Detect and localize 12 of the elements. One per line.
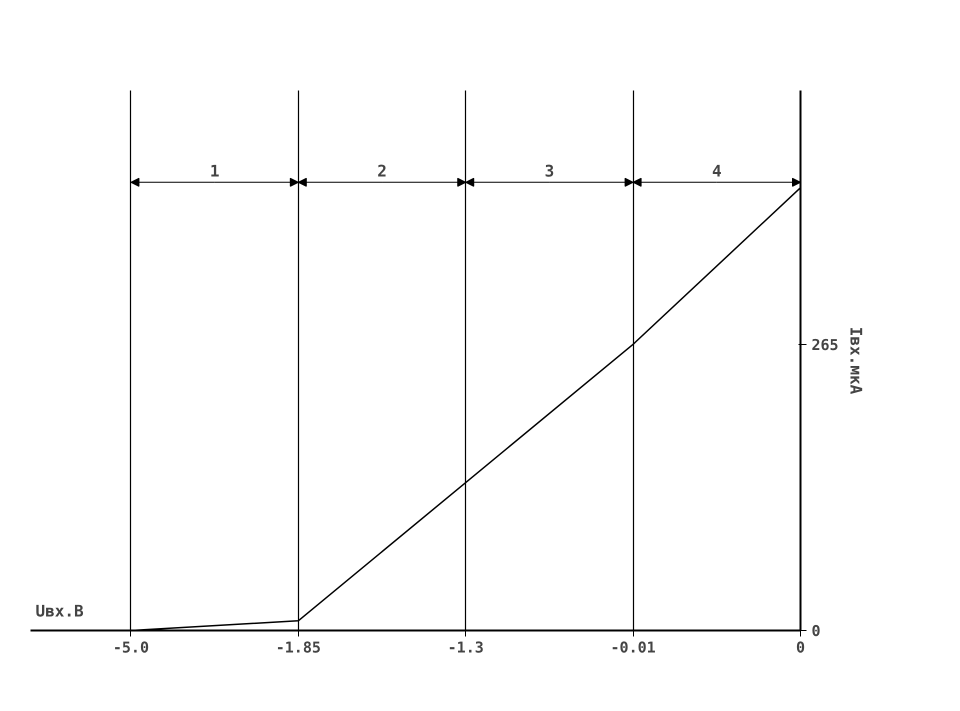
x-tick-label: -1.3 <box>448 638 484 656</box>
x-tick-label: 0 <box>796 638 806 656</box>
annotation: 2 <box>377 161 387 180</box>
x-tick-label: -0.01 <box>610 638 656 656</box>
x-axis-title: Uвх.В <box>36 602 84 620</box>
annotation: 1 <box>210 161 220 180</box>
y-axis-title: Iвх.мкА <box>846 326 866 395</box>
annotation: 3 <box>544 161 554 180</box>
annotation: 4 <box>712 161 722 180</box>
x-tick-label: -5.0 <box>112 638 149 656</box>
y-tick-label: 265 <box>812 336 839 354</box>
x-tick-label: -1.85 <box>276 638 321 656</box>
